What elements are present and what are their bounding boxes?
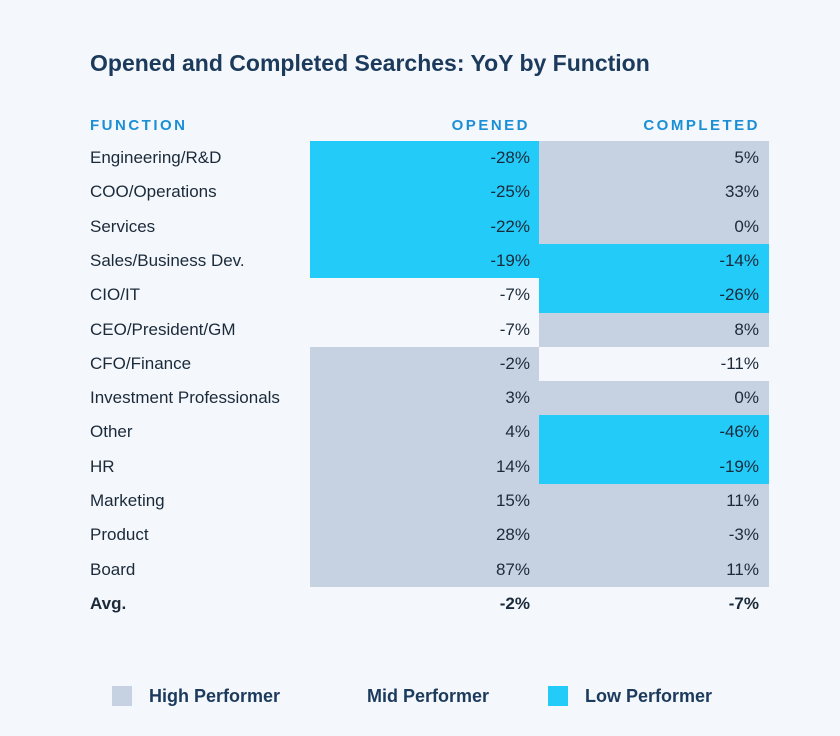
- table-row: Sales/Business Dev. -19% -14%: [0, 243, 840, 279]
- table-row: Investment Professionals 3% 0%: [0, 381, 840, 416]
- table-row: Product 28% -3%: [0, 518, 840, 553]
- completed-value: -14%: [539, 243, 769, 279]
- opened-value: 4%: [310, 415, 540, 450]
- average-row: Avg. -2% -7%: [0, 587, 840, 622]
- completed-value: 8%: [539, 312, 769, 347]
- opened-value: -28%: [310, 141, 540, 176]
- function-label: CFO/Finance: [90, 353, 192, 373]
- function-label: Investment Professionals: [90, 388, 280, 408]
- completed-value: 11%: [539, 484, 769, 519]
- completed-value: 5%: [539, 141, 769, 176]
- table-row: COO/Operations -25% 33%: [0, 175, 840, 210]
- completed-value: 0%: [539, 381, 769, 416]
- column-header-function: FUNCTION: [90, 117, 188, 134]
- table-row: CIO/IT -7% -26%: [0, 278, 840, 313]
- table-row: CFO/Finance -2% -11%: [0, 346, 840, 382]
- completed-value: -11%: [539, 346, 769, 382]
- legend-label-high: High Performer: [149, 686, 281, 706]
- opened-value: 87%: [310, 552, 540, 588]
- legend-swatch-low: [548, 686, 568, 706]
- average-label: Avg.: [90, 593, 127, 613]
- table-row: CEO/President/GM -7% 8%: [0, 312, 840, 348]
- function-label: COO/Operations: [90, 182, 217, 202]
- table-row: Other 4% -46%: [0, 415, 840, 450]
- opened-value: -7%: [310, 312, 540, 347]
- average-opened-value: -2%: [499, 593, 530, 613]
- function-label: Sales/Business Dev.: [90, 250, 245, 270]
- legend: High Performer Mid Performer Low Perform…: [0, 684, 840, 708]
- table-row: Marketing 15% 11%: [0, 484, 840, 519]
- table-row: Board 87% 11%: [0, 552, 840, 588]
- opened-value: 15%: [310, 484, 540, 519]
- opened-value: -2%: [310, 346, 540, 382]
- opened-value: -25%: [310, 175, 540, 210]
- function-label: Services: [90, 216, 156, 236]
- function-label: HR: [90, 456, 115, 476]
- function-label: CEO/President/GM: [90, 319, 236, 339]
- column-header-opened: OPENED: [451, 117, 530, 134]
- opened-value: -7%: [310, 278, 540, 313]
- function-label: Marketing: [90, 491, 165, 510]
- completed-value: -3%: [539, 518, 769, 553]
- chart-title: Opened and Completed Searches: YoY by Fu…: [90, 50, 650, 76]
- legend-label-mid: Mid Performer: [367, 686, 490, 706]
- completed-value: -46%: [539, 415, 769, 450]
- function-label: CIO/IT: [90, 285, 141, 305]
- opened-value: 3%: [310, 381, 540, 416]
- legend-label-low: Low Performer: [585, 686, 713, 706]
- function-label: Product: [90, 525, 149, 545]
- legend-swatch-high: [112, 686, 132, 706]
- completed-value: -26%: [539, 278, 769, 313]
- function-label: Board: [90, 559, 136, 579]
- opened-value: -22%: [310, 209, 540, 245]
- column-header-completed: COMPLETED: [643, 117, 760, 134]
- function-label: Other: [90, 422, 133, 442]
- opened-value: 14%: [310, 449, 540, 485]
- table-row: Services -22% 0%: [0, 209, 840, 245]
- completed-value: 0%: [539, 209, 769, 245]
- opened-value: -19%: [310, 243, 540, 279]
- function-label: Engineering/R&D: [90, 148, 222, 167]
- table-row: Engineering/R&D -28% 5%: [0, 141, 840, 176]
- completed-value: 33%: [539, 175, 769, 210]
- completed-value: 11%: [539, 552, 769, 588]
- completed-value: -19%: [539, 449, 769, 485]
- legend-swatch-mid: [330, 686, 350, 706]
- table-row: HR 14% -19%: [0, 449, 840, 485]
- average-completed-value: -7%: [728, 593, 759, 613]
- opened-value: 28%: [310, 518, 540, 553]
